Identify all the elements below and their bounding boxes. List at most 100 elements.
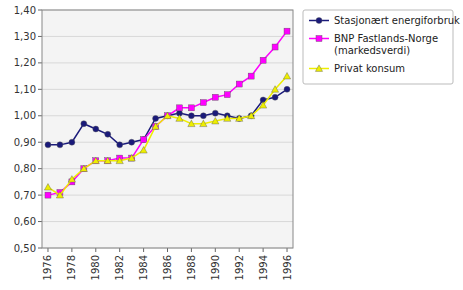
tick: [143, 248, 144, 252]
tick-label: 1982: [114, 255, 125, 280]
legend-marker: [316, 36, 322, 42]
tick: [215, 248, 216, 252]
tick-label: 1,40: [14, 5, 36, 16]
tick-label: 1980: [90, 255, 101, 280]
legend-label: Privat konsum: [334, 63, 405, 74]
tick: [95, 248, 96, 252]
point: [45, 192, 51, 198]
tick: [119, 248, 120, 252]
tick: [71, 248, 72, 252]
y-axis: 0,500,600,700,800,901,001,101,201,301,40: [14, 5, 293, 254]
point: [200, 100, 206, 106]
point: [200, 113, 206, 119]
point: [152, 123, 159, 129]
tick: [263, 248, 264, 252]
tick: [191, 248, 192, 252]
point: [236, 115, 243, 121]
tick: [38, 142, 42, 143]
tick: [38, 62, 42, 63]
point: [284, 28, 290, 34]
point: [141, 137, 147, 143]
legend-label: BNP Fastlands-Norge(markedsverdi): [334, 33, 438, 56]
tick: [287, 248, 288, 252]
tick: [38, 221, 42, 222]
point: [188, 113, 194, 119]
point: [92, 157, 99, 163]
tick-label: 1994: [258, 255, 269, 280]
point: [117, 142, 123, 148]
point: [93, 158, 99, 164]
tick-label: 1988: [186, 255, 197, 280]
point: [212, 94, 218, 100]
point: [236, 115, 242, 121]
plot-frame: [42, 10, 293, 248]
line: [48, 76, 287, 195]
point: [212, 117, 219, 123]
tick-label: 0,70: [14, 190, 36, 201]
legend-label: Stasjonært energiforbruk: [334, 15, 460, 26]
tick: [38, 89, 42, 90]
point: [272, 94, 278, 100]
tick: [239, 248, 240, 252]
grid-line: [42, 195, 293, 196]
point: [165, 113, 171, 119]
legend-marker: [315, 65, 322, 71]
point: [45, 142, 51, 148]
grid-line: [42, 36, 293, 37]
tick-label: 1,00: [14, 110, 36, 121]
tick: [38, 248, 42, 249]
point: [105, 131, 111, 137]
point: [188, 120, 195, 126]
point: [68, 176, 75, 182]
point: [200, 120, 207, 126]
point: [260, 57, 266, 63]
point: [140, 147, 147, 153]
point: [248, 112, 255, 118]
tick: [38, 195, 42, 196]
point: [224, 92, 230, 98]
point: [129, 139, 135, 145]
tick: [47, 248, 48, 252]
point: [284, 86, 290, 92]
tick-label: 0,50: [14, 243, 36, 254]
legend-label-line: BNP Fastlands-Norge: [334, 33, 438, 44]
legend-marker: [316, 18, 322, 24]
line: [48, 89, 287, 145]
point: [260, 102, 267, 108]
series: [44, 73, 290, 198]
tick-label: 1996: [282, 255, 293, 280]
point: [248, 73, 254, 79]
tick-label: 1,20: [14, 57, 36, 68]
point: [224, 115, 231, 121]
grid-line: [42, 221, 293, 222]
point: [271, 86, 278, 92]
point: [104, 157, 111, 163]
tick: [38, 168, 42, 169]
series: [45, 28, 290, 198]
legend: Stasjonært energiforbruk BNP Fastlands-No…: [303, 10, 460, 84]
point: [236, 81, 242, 87]
point: [176, 115, 183, 121]
x-axis: 1976197819801982198419861988199019921994…: [42, 248, 292, 280]
tick-label: 1990: [210, 255, 221, 280]
chart: 0,500,600,700,800,901,001,101,201,301,40…: [0, 0, 463, 290]
point: [69, 139, 75, 145]
point: [56, 192, 63, 198]
grid-line: [42, 89, 293, 90]
tick-label: 0,60: [14, 216, 36, 227]
tick-label: 1,10: [14, 84, 36, 95]
grid-line: [42, 142, 293, 143]
point: [80, 165, 87, 171]
plot-area: [42, 10, 293, 248]
point: [105, 158, 111, 164]
point: [176, 105, 182, 111]
point: [44, 184, 51, 190]
point: [165, 113, 171, 119]
point: [128, 154, 135, 160]
grid-line: [42, 168, 293, 169]
tick: [38, 10, 42, 11]
point: [81, 121, 87, 127]
tick-label: 0,90: [14, 137, 36, 148]
point: [57, 142, 63, 148]
point: [116, 157, 123, 163]
